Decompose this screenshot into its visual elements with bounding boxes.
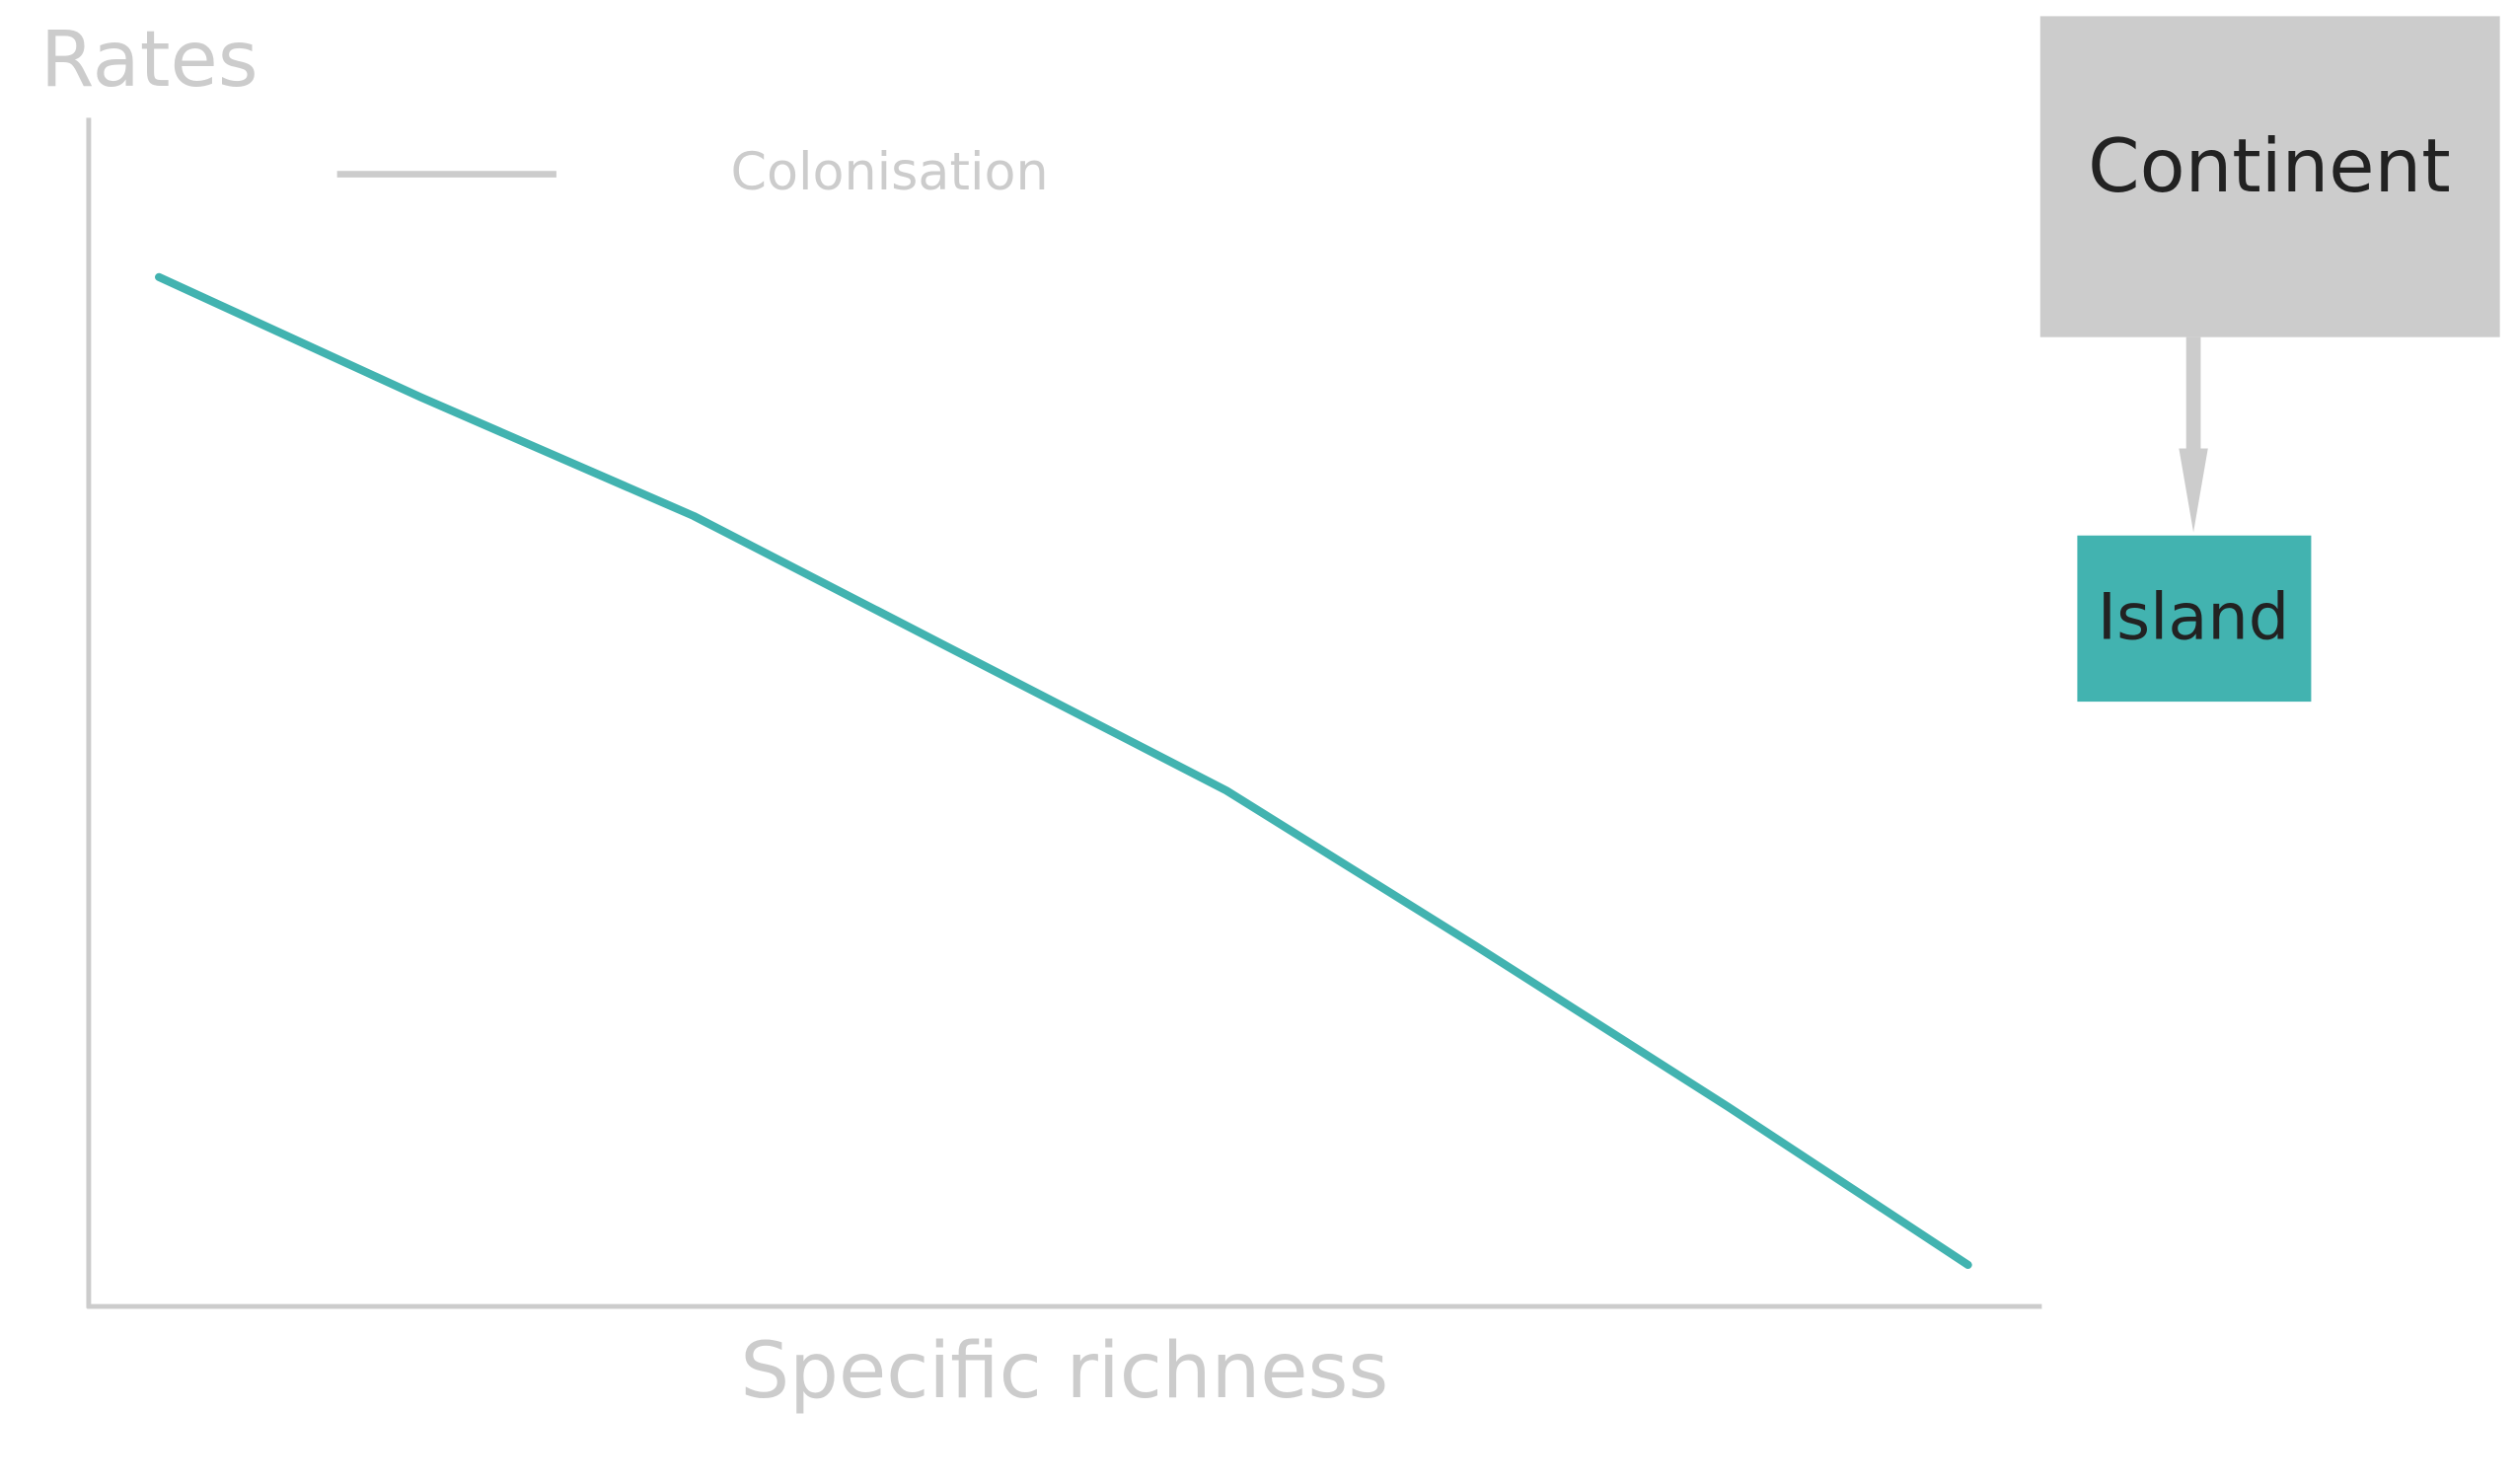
legend-label: Colonisation <box>730 142 1048 202</box>
y-axis-label: Rates <box>40 14 259 105</box>
island-node <box>2077 535 2312 703</box>
continent-label: Continent <box>2088 122 2451 209</box>
continent-node <box>2039 16 2500 337</box>
island-label: Island <box>2098 579 2290 654</box>
arrow-head <box>2179 448 2208 533</box>
x-axis-label: Specific richness <box>740 1325 1388 1416</box>
series-line <box>155 272 1972 1270</box>
